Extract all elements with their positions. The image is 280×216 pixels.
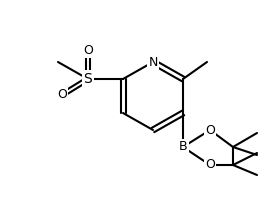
Text: O: O — [205, 159, 215, 172]
Text: N: N — [148, 56, 158, 68]
Text: O: O — [83, 43, 93, 57]
Text: O: O — [57, 89, 67, 102]
Text: S: S — [84, 72, 92, 86]
Text: B: B — [179, 140, 187, 154]
Text: O: O — [205, 124, 215, 137]
